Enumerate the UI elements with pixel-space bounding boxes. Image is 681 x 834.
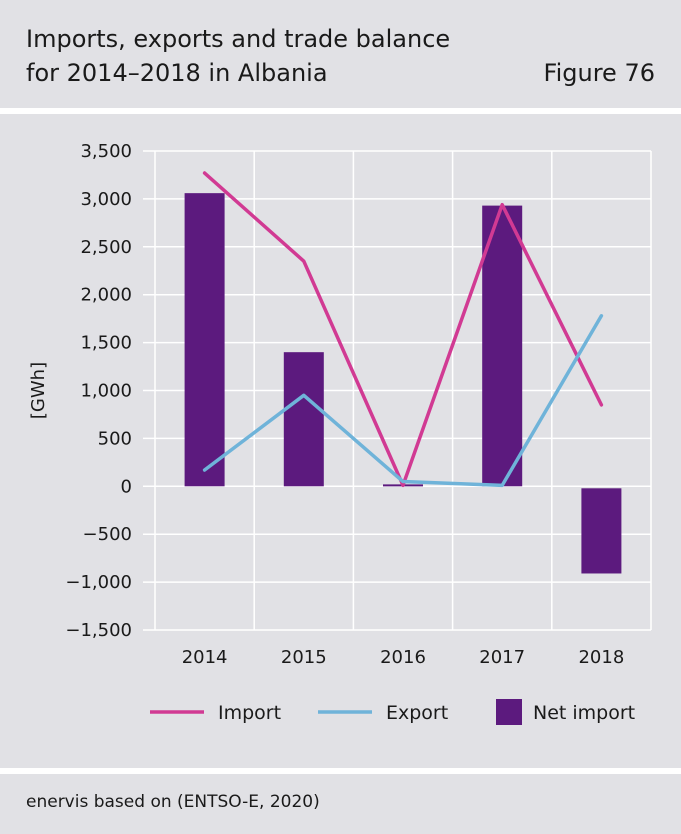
legend-import-label: Import xyxy=(218,702,281,724)
source-note: enervis based on (ENTSO-E, 2020) xyxy=(26,792,320,812)
legend-export-label: Export xyxy=(386,702,448,724)
y-tick-label: 0 xyxy=(121,476,132,497)
x-tick-label: 2014 xyxy=(182,647,228,668)
chart-title-line-1: Imports, exports and trade balance xyxy=(26,25,451,53)
y-tick-label: 500 xyxy=(98,428,132,449)
x-tick-labels: 2014 2015 2016 2017 2018 xyxy=(182,647,625,668)
y-tick-label: −1,500 xyxy=(65,620,132,641)
y-tick-labels: 3,500 3,000 2,500 2,000 1,500 1,000 500 0 −500 −1… xyxy=(65,141,132,641)
y-axis-label: [GWh] xyxy=(28,362,49,419)
x-tick-label: 2018 xyxy=(578,647,624,668)
y-tick-label: 3,000 xyxy=(80,189,132,210)
y-tick-label: 2,500 xyxy=(80,237,132,258)
y-tick-label: 2,000 xyxy=(80,285,132,306)
y-tick-label: 3,500 xyxy=(80,141,132,162)
x-tick-label: 2016 xyxy=(380,647,426,668)
footer-divider xyxy=(0,768,681,774)
figure-header: Imports, exports and trade balance for 2… xyxy=(0,0,681,108)
series-lines xyxy=(202,171,604,488)
y-tick-label: 1,000 xyxy=(80,381,132,402)
y-tick-label: 1,500 xyxy=(80,333,132,354)
legend-net-import-swatch xyxy=(496,699,522,725)
net-import-bar xyxy=(184,193,225,487)
x-tick-label: 2017 xyxy=(479,647,525,668)
net-import-bars xyxy=(184,193,622,574)
header-divider xyxy=(0,108,681,114)
import-line xyxy=(202,171,604,488)
legend-net-import-label: Net import xyxy=(533,702,635,724)
y-tick-label: −1,000 xyxy=(65,572,132,593)
y-tick-label: −500 xyxy=(83,524,132,545)
grid xyxy=(143,150,652,631)
legend: Import Export Net import xyxy=(150,699,635,725)
net-import-bar xyxy=(482,205,523,487)
net-import-bar xyxy=(581,488,622,574)
export-line xyxy=(202,314,604,488)
chart-title: Imports, exports and trade balance for 2… xyxy=(26,22,506,90)
figure-number: Figure 76 xyxy=(543,59,655,87)
chart-title-line-2: for 2014–2018 in Albania xyxy=(26,59,328,87)
chart: 3,500 3,000 2,500 2,000 1,500 1,000 500 0 −500 −1… xyxy=(28,141,652,725)
x-tick-label: 2015 xyxy=(281,647,327,668)
net-import-bar xyxy=(283,352,324,487)
